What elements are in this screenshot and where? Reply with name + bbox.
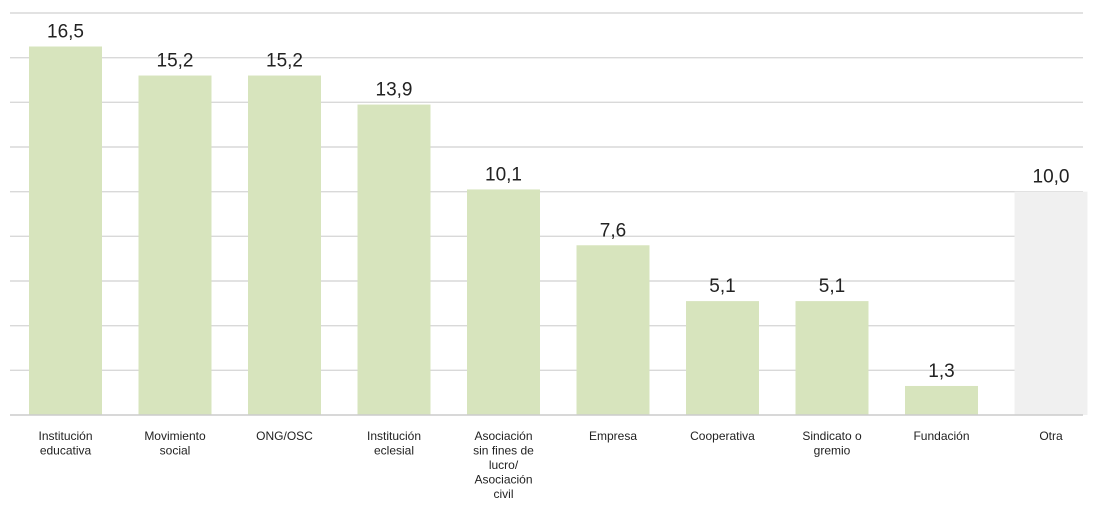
category-label-line: Asociación: [474, 473, 532, 487]
bar-value-label: 5,1: [819, 276, 845, 297]
category-label-line: social: [160, 444, 191, 458]
category-label-line: Institución: [367, 429, 421, 443]
category-label-line: educativa: [40, 444, 92, 458]
category-label-line: ONG/OSC: [256, 429, 313, 443]
category-label: Empresa: [589, 429, 637, 443]
bar-value-label: 10,0: [1033, 167, 1070, 188]
bar-value-label: 13,9: [376, 80, 413, 101]
bar-value-label: 15,2: [266, 51, 303, 72]
bar-value-label: 15,2: [157, 51, 194, 72]
category-label-line: Asociación: [474, 429, 532, 443]
category-label-line: lucro/: [489, 458, 519, 472]
bar: [576, 245, 650, 415]
category-label-line: Cooperativa: [690, 429, 755, 443]
category-label: ONG/OSC: [256, 429, 313, 443]
bar: [467, 189, 540, 415]
value-labels: 16,5 15,2 15,2 13,9 10,1 7,6 5,1 5,1 1,3 10,0: [47, 22, 1069, 382]
bar: [357, 104, 431, 416]
bar: [138, 75, 212, 416]
bar-value-label: 7,6: [600, 220, 626, 241]
category-label-line: Institución: [38, 429, 92, 443]
category-label-line: Empresa: [589, 429, 637, 443]
bar-value-label: 16,5: [47, 22, 84, 43]
category-label-line: Otra: [1039, 429, 1063, 443]
bar: [248, 75, 321, 416]
bar-value-label: 10,1: [485, 164, 522, 185]
category-label-line: sin fines de: [473, 444, 534, 458]
bar-value-label: 1,3: [928, 361, 954, 382]
bar: [1014, 191, 1088, 415]
category-label: Movimiento social: [144, 429, 206, 458]
category-label-line: gremio: [814, 444, 851, 458]
category-label: Institución eclesial: [367, 429, 421, 458]
category-label: Institución educativa: [38, 429, 92, 458]
bar: [795, 301, 869, 415]
category-label: Otra: [1039, 429, 1063, 443]
category-label-line: civil: [494, 487, 514, 501]
category-label-line: eclesial: [374, 444, 414, 458]
category-label: Asociación sin fines de lucro/Asociación ci…: [473, 429, 534, 501]
bar: [686, 301, 759, 415]
category-label: Fundación: [913, 429, 969, 443]
bar: [29, 46, 102, 415]
category-label-line: Fundación: [913, 429, 969, 443]
category-label: Sindicato o gremio: [802, 429, 862, 458]
bar-value-label: 5,1: [709, 276, 735, 297]
category-label-line: Movimiento: [144, 429, 206, 443]
category-label: Cooperativa: [690, 429, 755, 443]
category-label-line: Sindicato o: [802, 429, 862, 443]
bars: [29, 46, 1088, 416]
bar: [905, 385, 978, 415]
